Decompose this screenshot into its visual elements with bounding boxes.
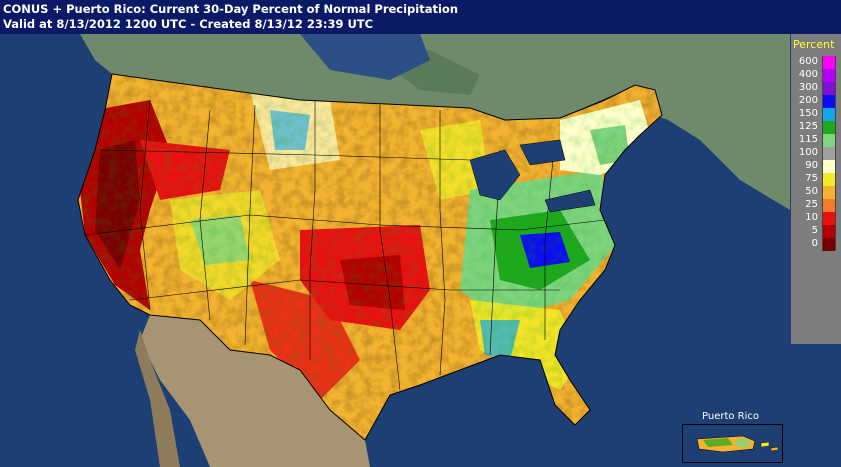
- legend-swatch: [822, 173, 836, 186]
- legend-swatch: [822, 225, 836, 238]
- legend-title: Percent: [793, 38, 835, 51]
- legend-entry-label: 100: [798, 147, 818, 158]
- legend-swatch: [822, 134, 836, 147]
- legend-entry-label: 5: [811, 225, 818, 236]
- legend-entry: 125: [791, 121, 841, 134]
- legend-entry: 25: [791, 199, 841, 212]
- legend-swatch: [822, 238, 836, 251]
- legend-entry: 90: [791, 160, 841, 173]
- legend-entry: 75: [791, 173, 841, 186]
- legend-entry-label: 600: [798, 56, 818, 67]
- legend-entry-label: 90: [805, 160, 818, 171]
- legend-entry: 50: [791, 186, 841, 199]
- puerto-rico-map: [682, 424, 783, 463]
- legend-swatch: [822, 69, 836, 82]
- legend-entry-label: 10: [805, 212, 818, 223]
- puerto-rico-shape: [696, 435, 779, 453]
- legend-entry-label: 75: [805, 173, 818, 184]
- legend-entry-label: 125: [798, 121, 818, 132]
- legend-entry-label: 200: [798, 95, 818, 106]
- legend-entry-label: 400: [798, 69, 818, 80]
- legend-entry-label: 150: [798, 108, 818, 119]
- puerto-rico-inset: Puerto Rico: [682, 411, 783, 463]
- legend-entry: 10: [791, 212, 841, 225]
- legend-swatch: [822, 186, 836, 199]
- legend-entry: 115: [791, 134, 841, 147]
- map-header: CONUS + Puerto Rico: Current 30-Day Perc…: [0, 0, 841, 34]
- legend-entry-label: 115: [798, 134, 818, 145]
- legend-entry: 5: [791, 225, 841, 238]
- legend-entry-label: 300: [798, 82, 818, 93]
- legend-entry-label: 25: [805, 199, 818, 210]
- legend-swatch: [822, 147, 836, 160]
- legend-entry: 0: [791, 238, 841, 251]
- legend-swatch: [822, 199, 836, 212]
- precipitation-map: [0, 34, 790, 467]
- state-boundaries: [84, 99, 606, 391]
- puerto-rico-label: Puerto Rico: [702, 411, 760, 422]
- legend-entry: 300: [791, 82, 841, 95]
- map-canvas: [0, 34, 790, 467]
- precip-legend: Percent 600 400 300 200 150 125 115 100 90 75 50 25…: [791, 34, 841, 344]
- legend-swatch: [822, 95, 836, 108]
- legend-swatch: [822, 56, 836, 69]
- legend-swatch: [822, 121, 836, 134]
- legend-entry: 600: [791, 56, 841, 69]
- legend-entry: 150: [791, 108, 841, 121]
- legend-swatch: [822, 108, 836, 121]
- legend-swatch: [822, 82, 836, 95]
- legend-entry: 100: [791, 147, 841, 160]
- legend-entry-label: 50: [805, 186, 818, 197]
- legend-entry: 400: [791, 69, 841, 82]
- legend-entry: 200: [791, 95, 841, 108]
- legend-swatch: [822, 212, 836, 225]
- legend-entry-label: 0: [811, 238, 818, 249]
- map-valid-time: Valid at 8/13/2012 1200 UTC - Created 8/…: [3, 17, 374, 31]
- map-title: CONUS + Puerto Rico: Current 30-Day Perc…: [3, 2, 459, 16]
- legend-swatch: [822, 160, 836, 173]
